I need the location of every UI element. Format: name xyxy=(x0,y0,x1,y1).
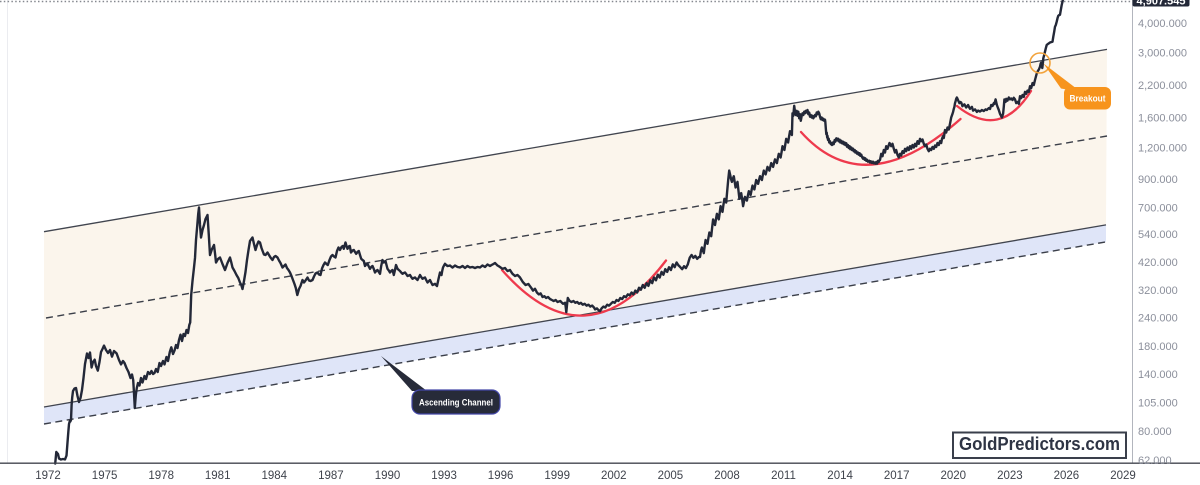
svg-text:Breakout: Breakout xyxy=(1070,94,1107,105)
svg-text:80.000: 80.000 xyxy=(1138,426,1172,438)
svg-text:1972: 1972 xyxy=(35,470,61,480)
svg-text:3,000.000: 3,000.000 xyxy=(1138,48,1187,60)
svg-text:GoldPredictors.com: GoldPredictors.com xyxy=(959,433,1120,454)
svg-text:2005: 2005 xyxy=(658,470,684,480)
svg-text:1990: 1990 xyxy=(375,470,401,480)
svg-text:2029: 2029 xyxy=(1110,470,1136,480)
svg-text:1,600.000: 1,600.000 xyxy=(1138,113,1187,125)
svg-text:420.000: 420.000 xyxy=(1138,257,1178,269)
svg-text:Ascending Channel: Ascending Channel xyxy=(419,398,493,409)
svg-text:2026: 2026 xyxy=(1054,470,1080,480)
svg-text:700.000: 700.000 xyxy=(1138,203,1178,215)
svg-text:1984: 1984 xyxy=(262,470,288,480)
svg-text:4,907.545: 4,907.545 xyxy=(1137,0,1186,8)
svg-text:1981: 1981 xyxy=(205,470,231,480)
svg-text:1975: 1975 xyxy=(92,470,118,480)
svg-text:1999: 1999 xyxy=(544,470,570,480)
svg-text:2002: 2002 xyxy=(601,470,627,480)
svg-text:1,200.000: 1,200.000 xyxy=(1138,143,1187,155)
svg-text:1993: 1993 xyxy=(431,470,457,480)
svg-text:540.000: 540.000 xyxy=(1138,229,1178,241)
svg-text:1996: 1996 xyxy=(488,470,514,480)
svg-text:2020: 2020 xyxy=(941,470,967,480)
svg-text:180.000: 180.000 xyxy=(1138,341,1178,353)
svg-text:2008: 2008 xyxy=(714,470,740,480)
svg-text:4,000.000: 4,000.000 xyxy=(1138,18,1187,30)
svg-text:1978: 1978 xyxy=(148,470,174,480)
svg-text:140.000: 140.000 xyxy=(1138,369,1178,381)
svg-text:62.000: 62.000 xyxy=(1138,455,1172,467)
svg-text:240.000: 240.000 xyxy=(1138,313,1178,325)
svg-text:900.000: 900.000 xyxy=(1138,174,1178,186)
svg-text:2023: 2023 xyxy=(997,470,1023,480)
svg-text:2014: 2014 xyxy=(827,470,853,480)
svg-text:105.000: 105.000 xyxy=(1138,398,1178,410)
svg-text:1987: 1987 xyxy=(318,470,344,480)
svg-text:2011: 2011 xyxy=(771,470,796,480)
svg-text:2017: 2017 xyxy=(884,470,910,480)
svg-text:320.000: 320.000 xyxy=(1138,285,1178,297)
svg-text:2,200.000: 2,200.000 xyxy=(1138,80,1187,92)
